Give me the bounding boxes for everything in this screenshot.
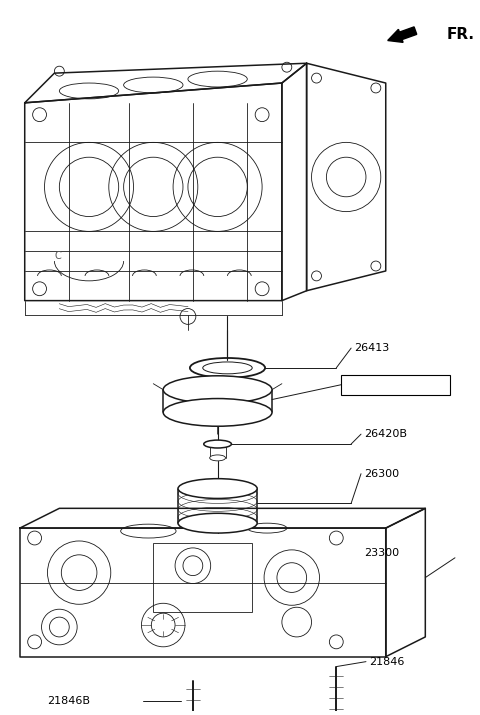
FancyArrow shape (388, 27, 417, 42)
Text: 26413: 26413 (354, 343, 389, 353)
Bar (153, 543, 252, 612)
Text: 26410B: 26410B (374, 380, 417, 390)
Ellipse shape (163, 398, 272, 426)
Ellipse shape (210, 455, 226, 461)
Ellipse shape (163, 376, 272, 403)
Text: 26300: 26300 (364, 469, 399, 479)
Text: 23300: 23300 (364, 548, 399, 558)
Text: C: C (54, 251, 61, 261)
Text: 21846B: 21846B (48, 696, 90, 706)
Ellipse shape (204, 440, 231, 448)
Ellipse shape (178, 478, 257, 498)
Ellipse shape (178, 513, 257, 533)
Bar (341, 375, 450, 395)
Text: FR.: FR. (447, 27, 475, 42)
Text: 21846: 21846 (369, 656, 404, 666)
Text: 26420B: 26420B (364, 429, 407, 439)
